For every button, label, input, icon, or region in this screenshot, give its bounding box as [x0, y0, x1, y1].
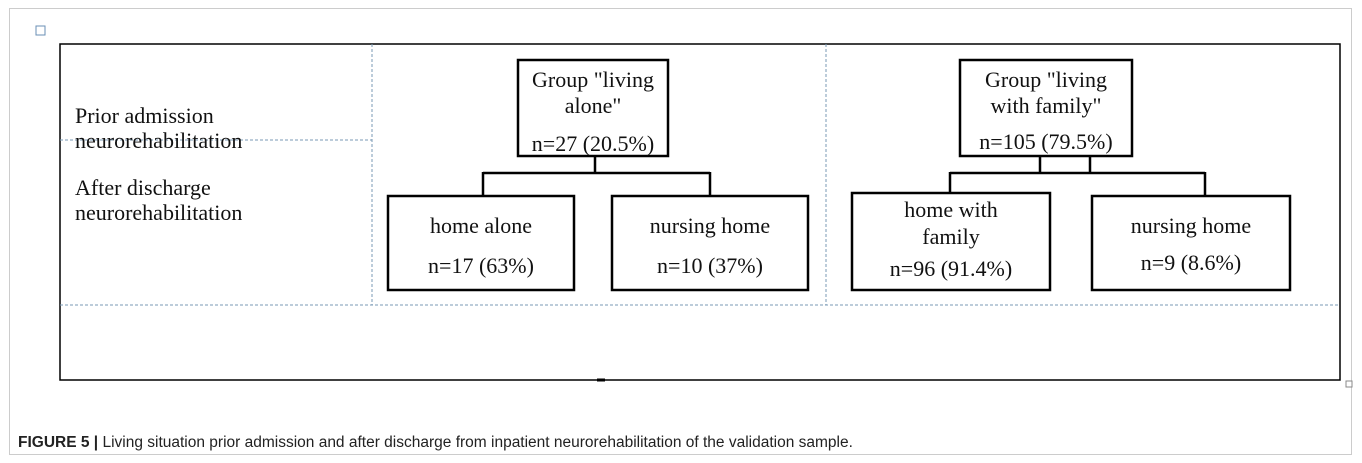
node-text: home with: [904, 197, 998, 222]
connector: [481, 156, 712, 197]
node-text: family: [922, 224, 979, 249]
node-text: n=17 (63%): [428, 253, 534, 278]
node-text: Group "living: [985, 67, 1107, 92]
node-box: [958, 58, 1134, 158]
row-label: Prior admission: [75, 103, 214, 128]
node-text: n=9 (8.6%): [1141, 250, 1241, 275]
caption-text: Living situation prior admission and aft…: [102, 434, 852, 451]
caption-label: FIGURE 5 |: [18, 434, 98, 451]
node-text: nursing home: [1131, 213, 1251, 238]
node-text: n=105 (79.5%): [979, 129, 1112, 154]
node-text: n=27 (20.5%): [532, 131, 654, 156]
node-text: with family": [990, 93, 1101, 118]
node-text: n=96 (91.4%): [890, 256, 1012, 281]
node-text: Group "living: [532, 67, 654, 92]
row-label: After discharge: [75, 175, 211, 200]
frame: [9, 8, 1352, 455]
node-text: alone": [565, 93, 622, 118]
move-handle: [35, 25, 46, 36]
node-box: [850, 191, 1052, 292]
node-box: [610, 194, 810, 292]
caption: FIGURE 5 | Living situation prior admiss…: [18, 434, 853, 451]
resize-handle: [1345, 380, 1353, 388]
table-border: [59, 43, 1341, 381]
node-box: [516, 58, 670, 158]
node-box: [1090, 194, 1292, 292]
row-label: neurorehabilitation: [75, 200, 242, 225]
node-box: [386, 194, 576, 292]
node-text: n=10 (37%): [657, 253, 763, 278]
connector: [948, 156, 1207, 197]
row-label: neurorehabilitation: [75, 128, 242, 153]
node-text: nursing home: [650, 213, 770, 238]
node-text: home alone: [430, 213, 532, 238]
